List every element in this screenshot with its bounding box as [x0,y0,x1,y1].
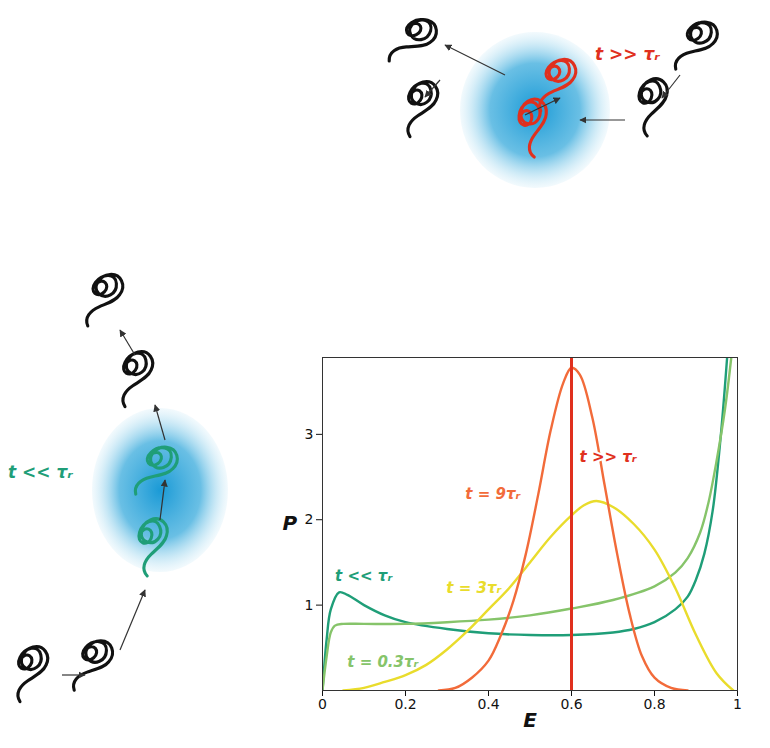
svg-text:1: 1 [733,696,742,712]
svg-text:t >> τᵣ: t >> τᵣ [595,44,660,64]
svg-text:2: 2 [305,511,314,527]
svg-text:0.4: 0.4 [477,696,499,712]
svg-text:0.6: 0.6 [560,696,582,712]
svg-text:0.8: 0.8 [643,696,665,712]
svg-text:3: 3 [305,426,314,442]
svg-text:E: E [523,708,537,732]
svg-text:1: 1 [305,597,314,613]
svg-text:0: 0 [318,696,327,712]
svg-text:0.2: 0.2 [394,696,416,712]
svg-text:t = 9τᵣ: t = 9τᵣ [465,485,521,503]
svg-text:t << τᵣ: t << τᵣ [8,462,73,482]
svg-text:t = 0.3τᵣ: t = 0.3τᵣ [347,653,419,671]
svg-text:t = 3τᵣ: t = 3τᵣ [446,579,502,597]
svg-text:t >> τᵣ: t >> τᵣ [580,448,638,466]
svg-text:t << τᵣ: t << τᵣ [335,567,393,585]
svg-text:P: P [283,511,298,535]
